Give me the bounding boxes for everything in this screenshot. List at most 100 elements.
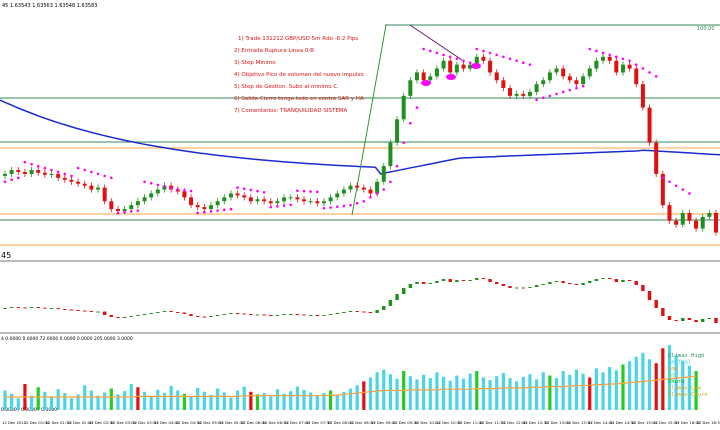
oscillator-candle bbox=[614, 279, 619, 282]
time-label: 12 Dec 12:30 bbox=[523, 420, 549, 425]
volume-bar bbox=[501, 372, 505, 410]
sar-dot bbox=[90, 170, 93, 174]
sar-dot bbox=[561, 90, 565, 94]
sar-dot bbox=[183, 189, 186, 192]
price-candle bbox=[49, 173, 54, 175]
oscillator-candle bbox=[415, 282, 419, 284]
volume-bar bbox=[103, 392, 107, 410]
price-candle bbox=[381, 166, 386, 182]
volume-bar bbox=[388, 374, 393, 410]
price-candle bbox=[654, 142, 659, 174]
annotation-text: 7) Comentarios: TRANQUILIDAD SISTEMA bbox=[234, 108, 348, 114]
oscillator-candle bbox=[96, 311, 100, 313]
price-candle bbox=[228, 193, 233, 198]
time-label: 12 Dec 12:00 bbox=[501, 420, 527, 425]
oscillator-candle bbox=[514, 287, 519, 289]
sar-dot bbox=[422, 47, 425, 51]
price-candle bbox=[275, 201, 280, 204]
price-candle bbox=[627, 64, 632, 69]
sar-dot bbox=[389, 180, 392, 184]
sar-dot bbox=[129, 210, 133, 213]
volume-bar bbox=[448, 380, 452, 410]
price-candle bbox=[601, 56, 606, 61]
oscillator-candle bbox=[122, 317, 127, 318]
price-candle bbox=[22, 171, 27, 174]
oscillator-candle bbox=[461, 280, 466, 281]
oscillator-candle bbox=[76, 310, 80, 311]
price-candle bbox=[115, 209, 120, 212]
time-label: 12 Dec 10:00 bbox=[414, 420, 440, 425]
volume-bar bbox=[654, 363, 658, 410]
volume-bar bbox=[10, 393, 14, 410]
volume-bar bbox=[382, 369, 386, 410]
sar-dot bbox=[316, 190, 319, 194]
sar-dot bbox=[63, 172, 67, 176]
annotation-text: 5) Stop de Gestion. Subo al minimo C. bbox=[234, 84, 339, 90]
annotation-text: 2) Entrada Ruptura Linea 0-B bbox=[234, 48, 314, 54]
volume-bar bbox=[368, 377, 373, 410]
volume-bar bbox=[262, 393, 266, 410]
volume-bar bbox=[76, 394, 80, 410]
volume-bar bbox=[43, 391, 47, 410]
oscillator-candle bbox=[601, 278, 605, 279]
oscillator-candle bbox=[222, 314, 226, 315]
volume-bar bbox=[3, 390, 7, 410]
sar-dot bbox=[110, 176, 113, 180]
sar-dot bbox=[615, 55, 618, 59]
oscillator-candle bbox=[627, 280, 632, 281]
price-candle bbox=[69, 179, 74, 182]
time-label: 12 Dec 13:30 bbox=[566, 420, 592, 425]
volume-bar bbox=[581, 373, 585, 410]
oscillator-candle bbox=[29, 307, 34, 308]
oscillator-candle bbox=[588, 281, 592, 283]
volume-bar bbox=[189, 396, 193, 410]
oscillator-candle bbox=[142, 314, 147, 315]
sar-dot bbox=[163, 185, 166, 188]
sar-dot bbox=[382, 188, 386, 191]
price-candle bbox=[355, 185, 360, 188]
oscillator-candle bbox=[674, 320, 678, 321]
volume-bar bbox=[461, 378, 466, 410]
volume-bar bbox=[116, 394, 120, 410]
sar-dot bbox=[50, 168, 53, 172]
oscillator-candle bbox=[149, 313, 153, 314]
price-candle bbox=[122, 209, 127, 212]
trade-marks bbox=[421, 63, 481, 86]
volume-bar bbox=[687, 365, 692, 410]
sar-dot bbox=[3, 180, 7, 184]
oscillator-candle bbox=[3, 308, 7, 309]
sar-dot bbox=[262, 190, 266, 194]
oscillator-candle bbox=[687, 318, 692, 320]
oscillator-candle bbox=[209, 316, 213, 317]
sar-dot bbox=[196, 211, 200, 215]
oscillator-candle bbox=[109, 315, 114, 317]
price-candle bbox=[554, 68, 559, 73]
price-candle bbox=[149, 193, 154, 198]
volume-bar bbox=[49, 397, 54, 410]
volume-bar bbox=[109, 388, 113, 410]
price-candle bbox=[501, 80, 506, 89]
time-label: 12 Dec 03:30 bbox=[132, 420, 158, 425]
time-label: 12 Dec 14:30 bbox=[610, 420, 636, 425]
price-candle bbox=[534, 84, 539, 92]
sar-dot bbox=[249, 188, 253, 192]
oscillator-candle bbox=[255, 314, 260, 316]
volume-bar bbox=[415, 379, 419, 410]
trade-mark bbox=[446, 74, 456, 80]
sar-dot bbox=[515, 59, 518, 63]
oscillator-candle bbox=[348, 311, 353, 312]
oscillator-candle bbox=[262, 314, 266, 316]
price-candle bbox=[282, 197, 287, 202]
sar-dot bbox=[415, 106, 419, 109]
price-candle bbox=[707, 212, 712, 217]
price-candle bbox=[215, 201, 220, 206]
entry-trendline bbox=[351, 24, 387, 216]
volume-bar bbox=[269, 396, 273, 410]
price-candle bbox=[594, 60, 599, 69]
oscillator-candle bbox=[714, 318, 718, 323]
volume-bar bbox=[255, 394, 260, 410]
sar-dot bbox=[23, 160, 27, 164]
price-candle bbox=[680, 212, 685, 225]
parabolic-sar bbox=[3, 47, 691, 215]
